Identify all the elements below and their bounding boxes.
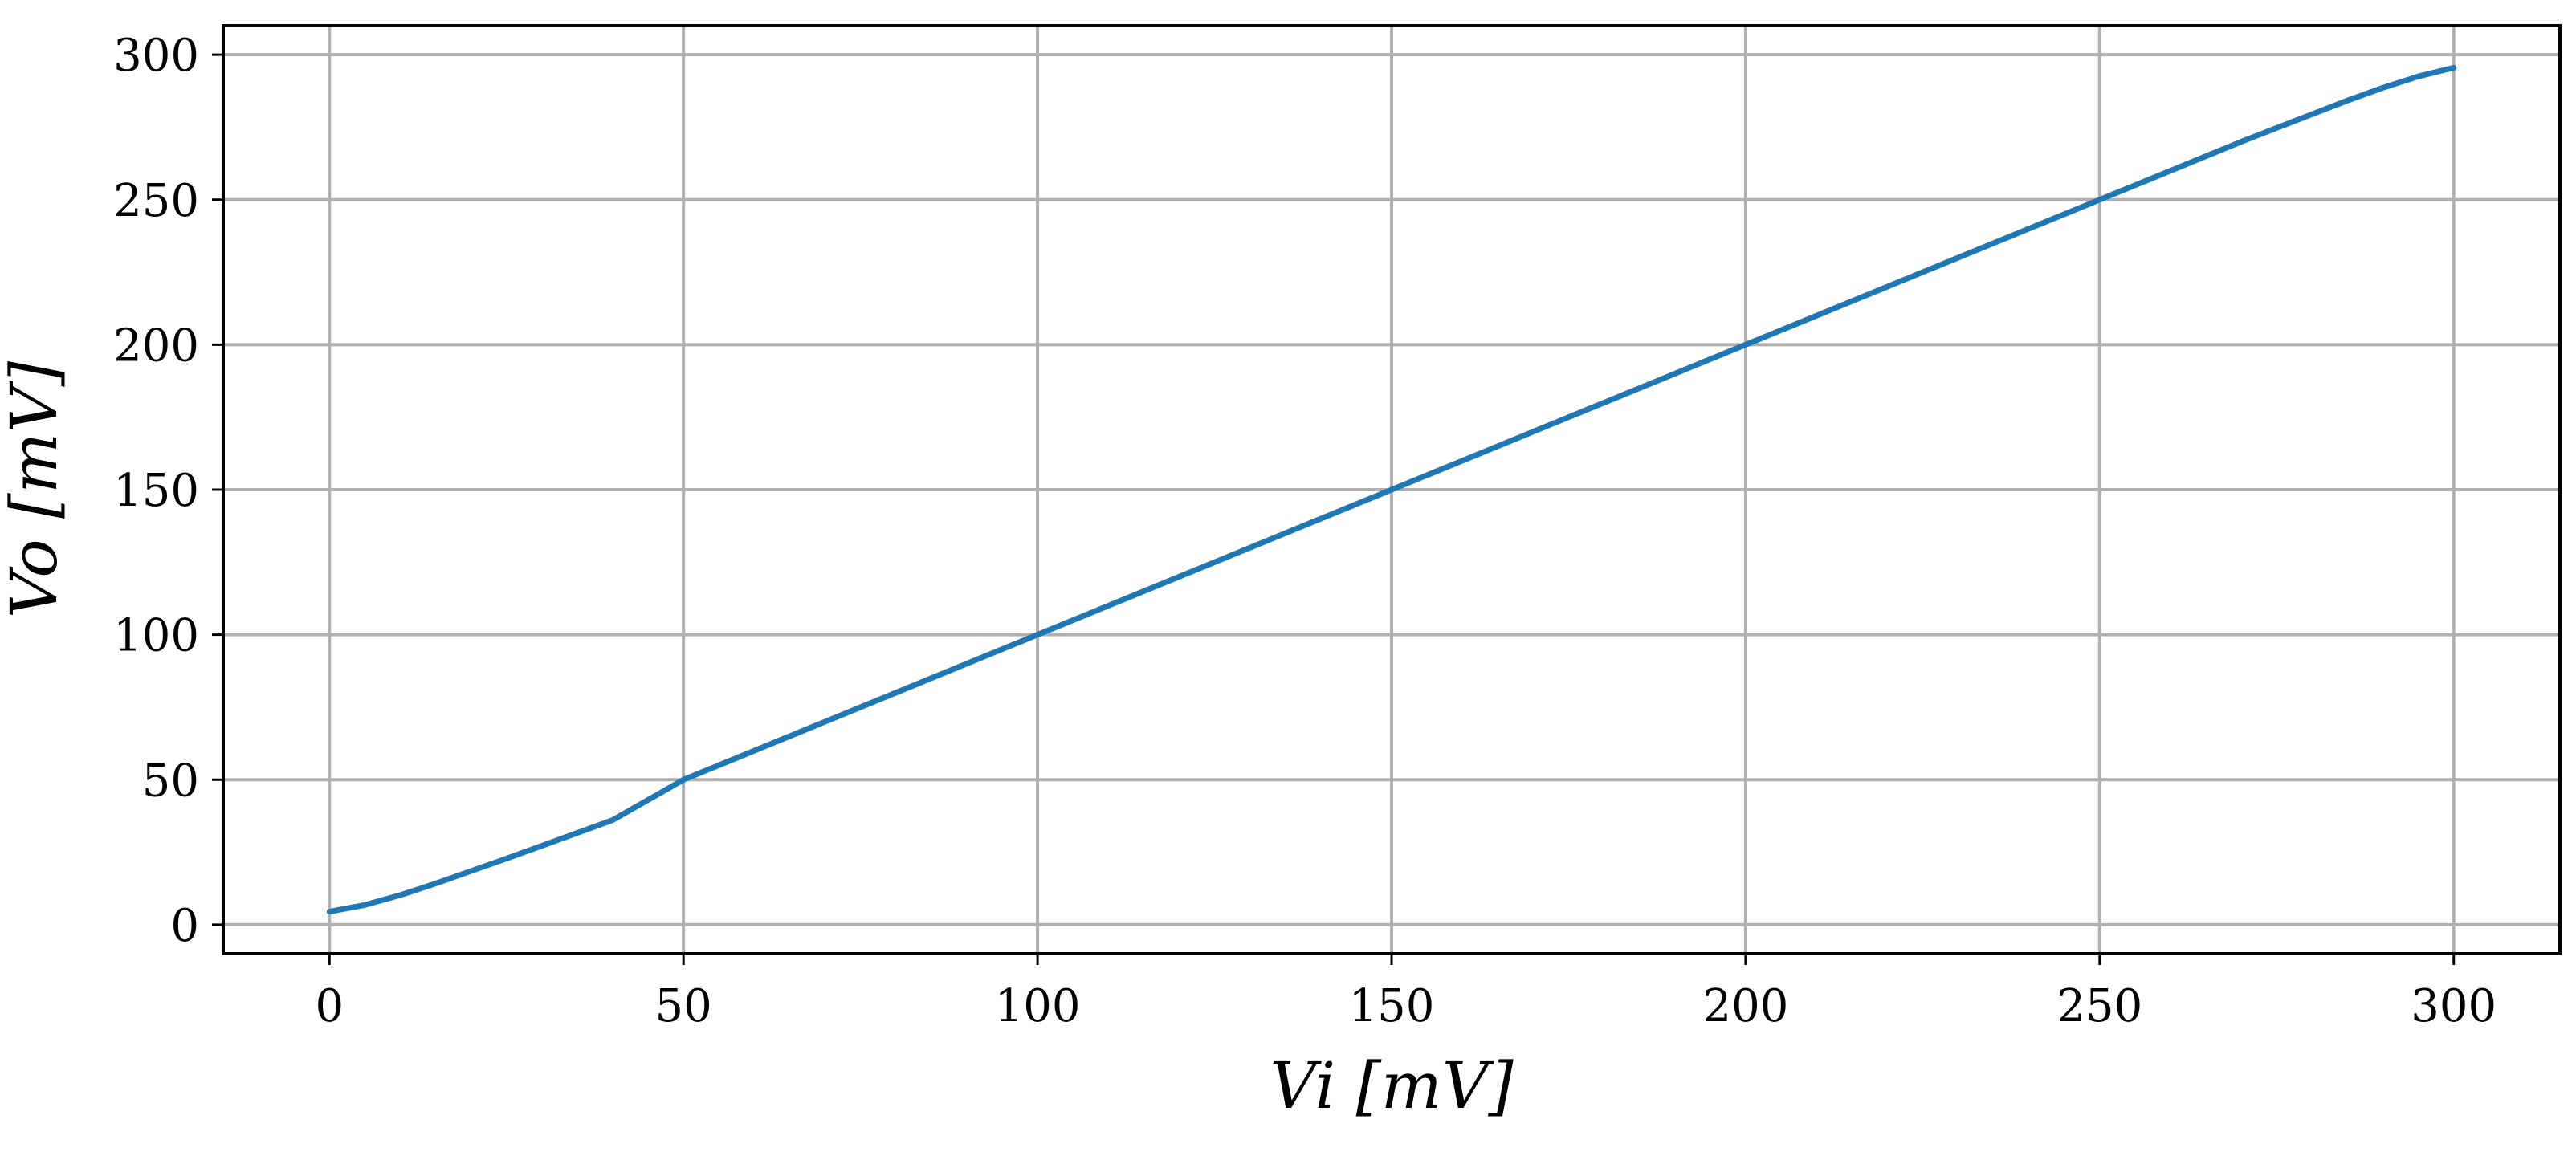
series-line xyxy=(326,64,2457,915)
x-axis-label: Vi [mV] xyxy=(1270,1048,1514,1123)
x-tick-label: 300 xyxy=(2411,980,2497,1032)
x-tick-label: 250 xyxy=(2056,980,2142,1032)
y-axis-label: Vo [mV] xyxy=(0,360,71,618)
x-tick-label: 0 xyxy=(315,980,344,1032)
y-tick-label: 200 xyxy=(113,320,199,372)
series-layer xyxy=(326,64,2457,915)
y-tick-label: 100 xyxy=(113,610,199,662)
grid xyxy=(223,26,2560,954)
y-tick-label: 50 xyxy=(142,755,199,807)
y-tick-label: 150 xyxy=(113,465,199,517)
y-tick-label: 0 xyxy=(170,900,199,952)
y-tick-label: 300 xyxy=(113,30,199,82)
y-tick-label: 250 xyxy=(113,175,199,227)
ticks xyxy=(212,53,2456,965)
x-tick-label: 200 xyxy=(1702,980,1788,1032)
x-tick-label: 50 xyxy=(655,980,712,1032)
x-tick-label: 150 xyxy=(1349,980,1435,1032)
x-tick-label: 100 xyxy=(995,980,1081,1032)
tick-labels: 0 50 100 150 200 250 300 0 50 100 150 200 250 300 xyxy=(113,30,2497,1032)
